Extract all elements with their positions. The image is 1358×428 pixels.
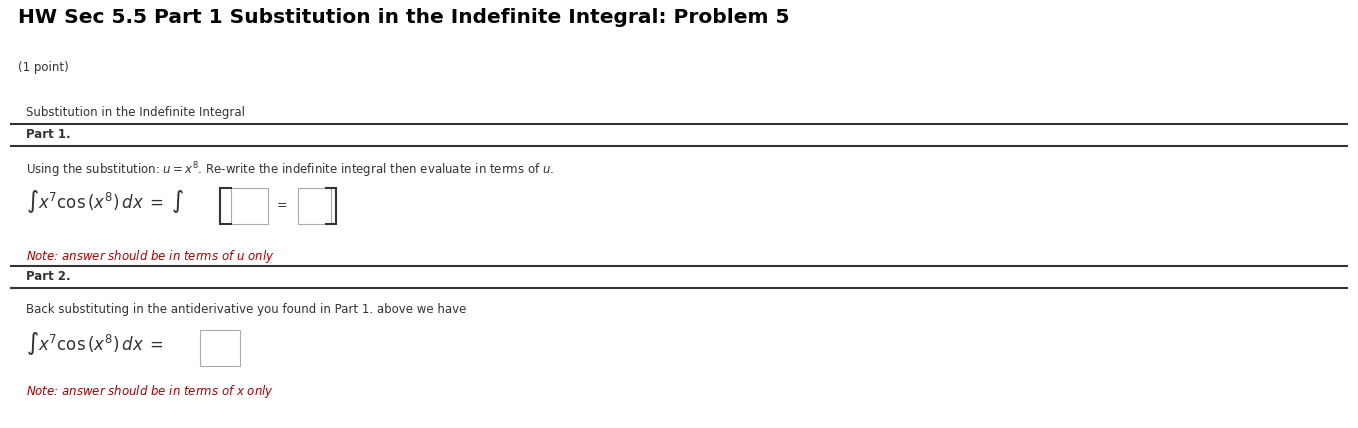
Text: Substitution in the Indefinite Integral: Substitution in the Indefinite Integral	[26, 106, 244, 119]
Text: HW Sec 5.5 Part 1 Substitution in the Indefinite Integral: Problem 5: HW Sec 5.5 Part 1 Substitution in the In…	[18, 8, 789, 27]
Text: $\int x^7\cos\left(x^8\right)\,dx\;=$: $\int x^7\cos\left(x^8\right)\,dx\;=$	[26, 330, 164, 357]
Text: Part 1.: Part 1.	[26, 128, 71, 141]
Text: =: =	[276, 199, 287, 212]
Text: Note: answer should be in terms of $x$ only: Note: answer should be in terms of $x$ o…	[26, 383, 274, 400]
Text: (1 point): (1 point)	[18, 61, 68, 74]
Text: Using the substitution: $u = x^8$. Re-write the indefinite integral then evaluat: Using the substitution: $u = x^8$. Re-wr…	[26, 160, 554, 180]
FancyBboxPatch shape	[200, 330, 240, 366]
Text: $\int x^7\cos\left(x^8\right)\,dx\;=\;\int$: $\int x^7\cos\left(x^8\right)\,dx\;=\;\i…	[26, 188, 185, 215]
Text: Part 2.: Part 2.	[26, 270, 71, 283]
FancyBboxPatch shape	[297, 188, 331, 224]
Text: Back substituting in the antiderivative you found in Part 1. above we have: Back substituting in the antiderivative …	[26, 303, 466, 316]
FancyBboxPatch shape	[231, 188, 269, 224]
Text: Note: answer should be in terms of $u$ only: Note: answer should be in terms of $u$ o…	[26, 248, 274, 265]
